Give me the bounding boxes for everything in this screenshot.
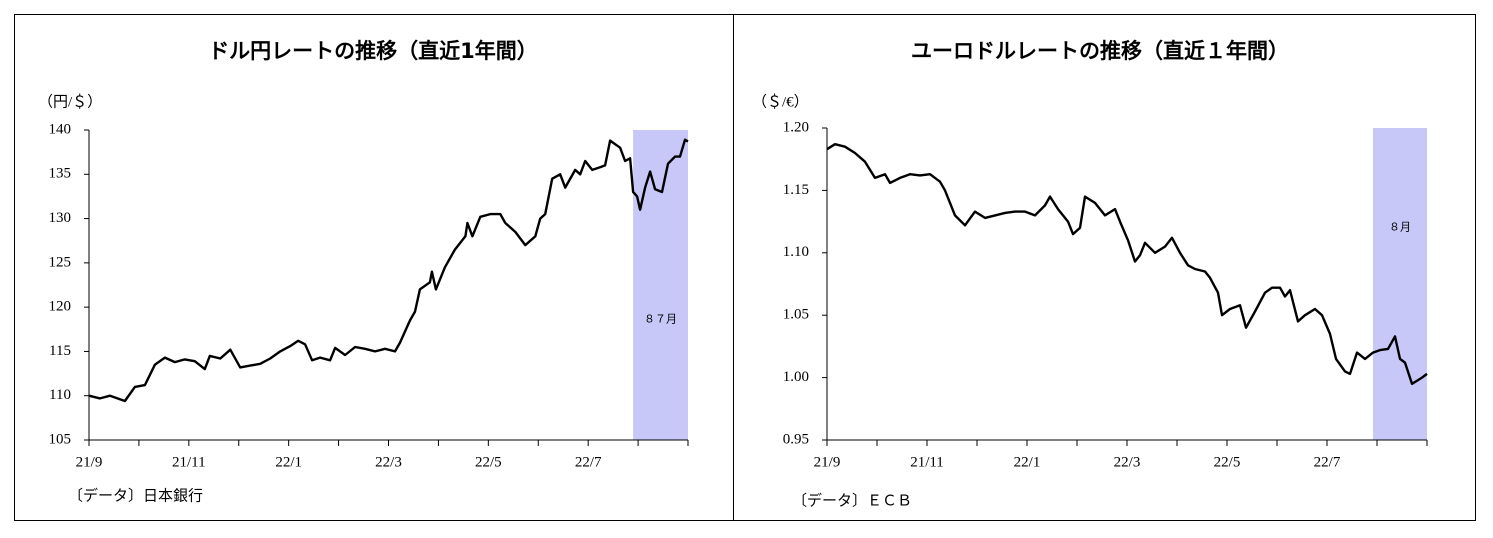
x-tick-label: 22/7 <box>1314 454 1341 470</box>
x-tick-label: 22/5 <box>1214 454 1241 470</box>
x-tick-label: 21/11 <box>910 454 944 470</box>
y-tick-label: 115 <box>49 343 71 359</box>
x-tick-label: 22/1 <box>1014 454 1041 470</box>
y-tick-label: 130 <box>49 210 72 226</box>
highlight-label: ８月 <box>1389 222 1411 234</box>
left-panel <box>14 14 734 521</box>
y-tick-label: 110 <box>49 387 71 403</box>
unit-label: （＄/€） <box>752 93 809 110</box>
y-tick-label: 1.10 <box>783 244 809 260</box>
x-tick-label: 21/9 <box>76 454 103 470</box>
y-tick-label: 105 <box>49 431 72 447</box>
highlight-band <box>633 130 688 440</box>
source-note: 〔データ〕日本銀行 <box>68 486 203 504</box>
x-tick-label: 22/5 <box>475 454 502 470</box>
highlight-label: ８７月 <box>644 314 677 326</box>
y-tick-label: 135 <box>49 166 72 182</box>
y-tick-label: 125 <box>49 254 72 270</box>
y-tick-label: 0.95 <box>783 431 809 447</box>
y-tick-label: 120 <box>49 299 72 315</box>
x-tick-label: 21/11 <box>172 454 206 470</box>
unit-label: （円/＄） <box>38 93 102 110</box>
chart-title: ドル円レートの推移（直近1年間） <box>208 39 538 63</box>
x-tick-label: 21/9 <box>814 454 841 470</box>
highlight-band <box>1373 128 1427 440</box>
right-panel <box>733 14 1476 521</box>
x-tick-label: 22/7 <box>575 454 602 470</box>
y-tick-label: 1.20 <box>783 119 809 135</box>
chart-title: ユーロドルレートの推移（直近１年間） <box>911 39 1289 63</box>
x-tick-label: 22/3 <box>1114 454 1141 470</box>
source-note: 〔データ〕ＥＣＢ <box>792 491 912 509</box>
x-tick-label: 22/3 <box>375 454 402 470</box>
y-tick-label: 1.00 <box>783 369 809 385</box>
y-tick-label: 140 <box>49 121 72 137</box>
x-tick-label: 22/1 <box>275 454 302 470</box>
data-line <box>88 138 689 403</box>
y-tick-label: 1.05 <box>783 307 809 323</box>
y-tick-label: 1.15 <box>783 182 809 198</box>
data-line <box>826 143 1428 385</box>
